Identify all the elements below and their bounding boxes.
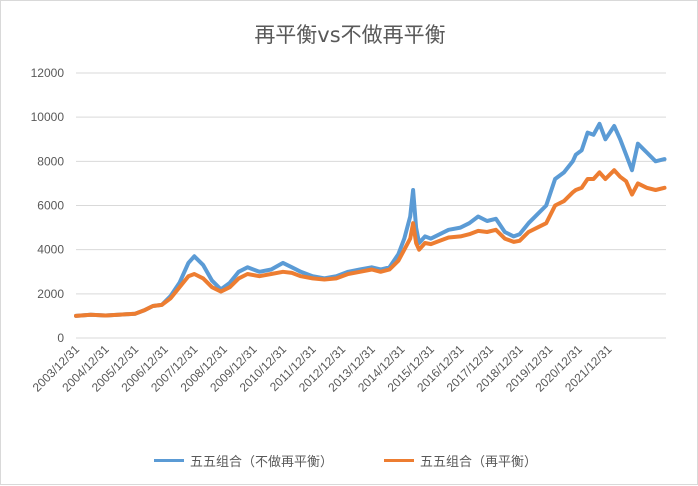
legend-swatch-rebalance: [384, 459, 414, 462]
series-line-rebalance: [74, 168, 667, 318]
legend-item-rebalance: 五五组合（再平衡）: [384, 451, 537, 470]
legend-label-rebalance: 五五组合（再平衡）: [420, 455, 538, 470]
y-tick-label: 0: [57, 331, 64, 345]
y-tick-label: 6000: [37, 199, 64, 213]
chart-title: 再平衡vs不做再平衡: [254, 23, 446, 47]
legend-swatch-no-rebalance: [154, 459, 184, 462]
y-tick-label: 2000: [37, 287, 64, 301]
y-tick-label: 4000: [37, 243, 64, 257]
legend-label-no-rebalance: 五五组合（不做再平衡）: [190, 455, 334, 470]
series-line-no-rebalance: [74, 121, 667, 318]
y-tick-label: 8000: [37, 154, 64, 168]
y-tick-label: 12000: [31, 66, 65, 80]
legend-item-no-rebalance: 五五组合（不做再平衡）: [154, 451, 333, 470]
y-tick-label: 10000: [31, 110, 65, 124]
